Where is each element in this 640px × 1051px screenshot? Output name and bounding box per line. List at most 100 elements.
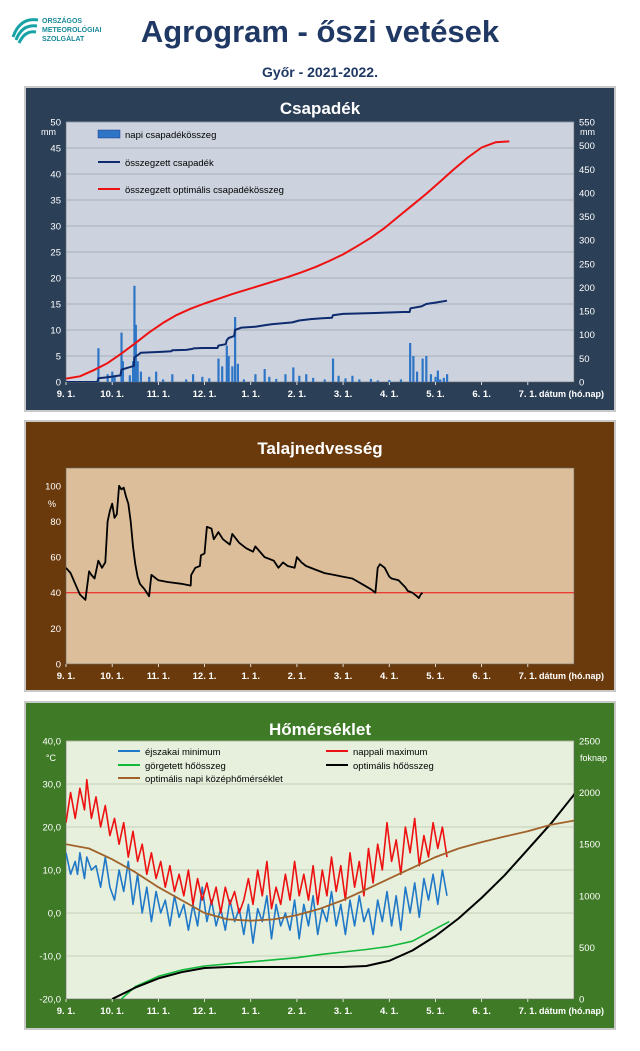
logo-line-2: METEOROLÓGIAI [42, 25, 102, 34]
page-subtitle: Győr - 2021-2022. [262, 64, 378, 80]
precip-bar [376, 380, 379, 382]
y-tick-label-left: -20,0 [39, 995, 61, 1006]
precip-bar [305, 374, 308, 382]
precip-bar [231, 366, 234, 382]
y-tick-label-left: 60 [50, 553, 61, 564]
precip-bar [225, 345, 228, 382]
precip-bar [439, 379, 442, 382]
series-line-0 [66, 484, 424, 601]
precip-bar [421, 358, 424, 382]
precip-bar [436, 370, 439, 382]
x-tick-label: 9. 1. [57, 671, 76, 682]
precip-bar [263, 369, 266, 382]
series-line-4 [66, 819, 574, 922]
y-tick-label-right: 100 [579, 330, 595, 341]
series-line-1 [66, 778, 448, 914]
y-tick-label-right: 1500 [579, 840, 600, 851]
x-tick-label: 3. 1. [334, 389, 353, 400]
chart-title: Csapadék [280, 99, 361, 118]
legend-label: optimális napi középhőmérséklet [145, 774, 283, 785]
precipitation-panel: Csapadék 0 5 10 15 20 25 30 35 40 45 50 0 50 100 150 200… [24, 86, 616, 412]
precip-bar [425, 356, 428, 382]
soil-moisture-panel: Talajnedvesség 0 20 40 60 80 100% 9. 1. 10. 1. 11… [24, 420, 616, 692]
y-tick-label-left: 30 [50, 222, 61, 233]
precip-bar [139, 371, 143, 382]
precip-bar [185, 379, 188, 382]
y-tick-label-left: 40 [50, 588, 61, 599]
precip-bar [217, 358, 220, 382]
x-tick-label: 1. 1. [241, 389, 260, 400]
precip-bar [429, 374, 433, 382]
precip-bar [136, 361, 139, 382]
precip-bar [442, 377, 445, 382]
y-tick-label-right: 2000 [579, 788, 600, 799]
precip-bar [337, 375, 340, 382]
y-tick-label-right: 250 [579, 259, 595, 270]
y-tick-label-right: 350 [579, 212, 595, 223]
x-tick-label: 5. 1. [426, 671, 445, 682]
legend-label: napi csapadékösszeg [125, 130, 216, 141]
y-tick-label-left: 0,0 [48, 909, 61, 920]
precip-bar [201, 376, 204, 382]
x-tick-label: 5. 1. [426, 1006, 445, 1017]
precip-bar [120, 332, 123, 382]
right-unit-label: mm [580, 127, 595, 137]
precip-bar [192, 374, 195, 382]
x-tick-label: 12. 1. [193, 1006, 217, 1017]
y-tick-label-right: 450 [579, 165, 595, 176]
y-tick-label-left: 50 [50, 118, 61, 129]
precip-bar [227, 356, 230, 382]
precip-bar [171, 374, 174, 382]
legend-swatch [97, 129, 121, 139]
x-tick-label: 2. 1. [288, 671, 307, 682]
x-tick-label: 4. 1. [380, 671, 399, 682]
x-tick-label: 4. 1. [380, 389, 399, 400]
precip-bar [133, 285, 136, 382]
precip-bar [268, 376, 271, 382]
precip-bar [412, 356, 415, 382]
y-tick-label-left: 0 [56, 378, 61, 389]
logo-line-3: SZOLGÁLAT [42, 34, 85, 43]
precip-bar [331, 358, 335, 382]
temperature-chart: Hőmérséklet -20,0 -10,0 0,0 10,0 20,0 30,0 40,0… [39, 720, 607, 1017]
legend-label: görgetett hőösszeg [145, 761, 226, 772]
y-tick-label-right: 200 [579, 283, 595, 294]
y-tick-label-left: 10 [50, 326, 61, 337]
precip-bar [323, 379, 326, 382]
precip-bar [254, 374, 257, 382]
y-tick-label-left: 40 [50, 170, 61, 181]
y-tick-label-left: 35 [50, 196, 61, 207]
precip-bar [221, 366, 224, 382]
x-tick-label: 6. 1. [472, 1006, 491, 1017]
legend-label: nappali maximum [353, 747, 428, 758]
y-tick-label-left: 100 [45, 481, 61, 492]
x-tick-label: 5. 1. [426, 389, 445, 400]
precip-bar [415, 371, 419, 382]
y-tick-label-right: 500 [579, 141, 595, 152]
precip-bar [128, 375, 131, 382]
precip-bar [236, 363, 239, 382]
y-tick-label-left: 15 [50, 300, 61, 311]
soil-moisture-chart: Talajnedvesség 0 20 40 60 80 100% 9. 1. 10. 1. 11… [45, 439, 604, 682]
met-service-logo: ORSZÁGOS METEOROLÓGIAI SZOLGÁLAT [8, 12, 128, 52]
right-unit-label: foknap [580, 753, 607, 763]
precip-bar [298, 375, 301, 382]
precip-bar [242, 379, 245, 382]
plot-area [65, 467, 575, 665]
precip-bar [234, 317, 237, 382]
x-tick-label: 7. 1. [519, 671, 538, 682]
x-tick-label: 9. 1. [57, 389, 76, 400]
x-tick-label: 9. 1. [57, 1006, 76, 1017]
x-tick-label: 10. 1. [100, 389, 124, 400]
precip-bar [388, 379, 391, 382]
precip-bar [292, 367, 295, 382]
precip-bar [399, 379, 403, 382]
x-axis-label: dátum (hó.nap) [539, 671, 604, 681]
y-tick-label-left: 0 [56, 660, 61, 671]
y-tick-label-left: 20 [50, 274, 61, 285]
legend-label: összegzett optimális csapadékösszeg [125, 185, 284, 196]
series-line-2 [120, 920, 450, 999]
precip-bar [434, 376, 437, 382]
x-tick-label: 11. 1. [147, 671, 170, 682]
precip-bar [148, 376, 151, 382]
